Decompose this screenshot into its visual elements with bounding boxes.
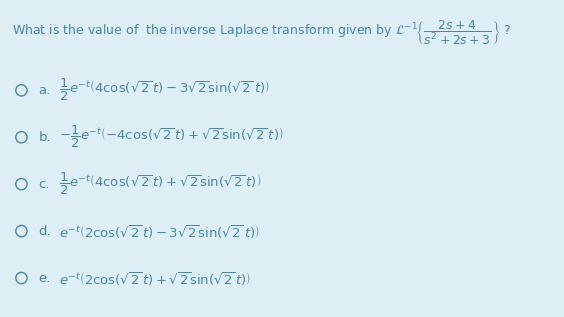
Text: $e^{-t}\left(2\cos(\sqrt{2}\,t) - 3\sqrt{2}\sin(\sqrt{2}\,t)\right)$: $e^{-t}\left(2\cos(\sqrt{2}\,t) - 3\sqrt… — [59, 223, 260, 240]
Text: $-\dfrac{1}{2}e^{-t}\left(-4\cos(\sqrt{2}\,t) + \sqrt{2}\sin(\sqrt{2}\,t)\right): $-\dfrac{1}{2}e^{-t}\left(-4\cos(\sqrt{2… — [59, 124, 284, 150]
Text: a.: a. — [38, 84, 51, 97]
Text: e.: e. — [38, 271, 51, 285]
Text: What is the value of  the inverse Laplace transform given by $\mathcal{L}^{-1}\!: What is the value of the inverse Laplace… — [12, 19, 512, 47]
Text: $\dfrac{1}{2}e^{-t}\left(4\cos(\sqrt{2}\,t) + \sqrt{2}\sin(\sqrt{2}\,t)\right)$: $\dfrac{1}{2}e^{-t}\left(4\cos(\sqrt{2}\… — [59, 171, 262, 197]
Text: $\dfrac{1}{2}e^{-t}\left(4\cos(\sqrt{2}\,t) - 3\sqrt{2}\sin(\sqrt{2}\,t)\right)$: $\dfrac{1}{2}e^{-t}\left(4\cos(\sqrt{2}\… — [59, 77, 270, 103]
Text: c.: c. — [38, 178, 50, 191]
Text: b.: b. — [38, 131, 51, 144]
Text: $e^{-t}\left(2\cos(\sqrt{2}\,t) + \sqrt{2}\sin(\sqrt{2}\,t)\right)$: $e^{-t}\left(2\cos(\sqrt{2}\,t) + \sqrt{… — [59, 269, 252, 287]
Text: d.: d. — [38, 224, 51, 238]
